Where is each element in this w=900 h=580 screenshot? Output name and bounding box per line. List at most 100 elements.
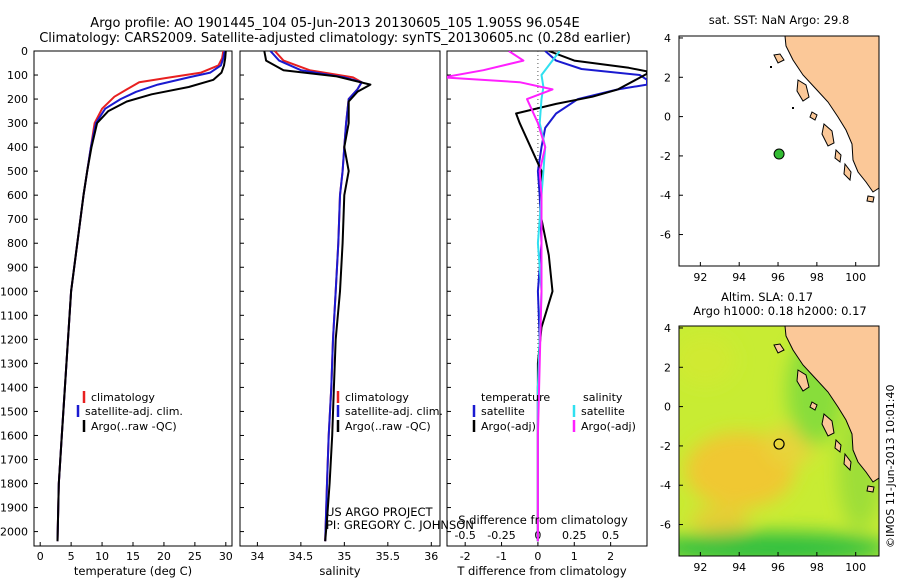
map-lat-label: -4 [660,479,671,492]
x-tick-label: 2 [607,550,614,563]
imos-watermark: ©IMOS 11-Jun-2013 10:01:40 [884,384,897,548]
x-tick-label: 10 [95,550,109,563]
siberut-island [821,413,835,437]
sla-patch-mid [679,335,735,385]
sipora-island [834,438,842,453]
simeulue-island [773,53,785,64]
difference-panel: -2 -1 0 1 2-0.5 -0.25 0 0.25 0.5 [447,51,647,563]
series-line [447,51,554,542]
map-lat-label: 2 [664,361,671,374]
x-tick-label: 25 [188,550,202,563]
legend-label-argo: Argo(..raw -QC) [91,420,177,433]
islet [770,66,772,68]
legend-label-climatology: climatology [345,391,409,404]
argo-float-marker-outline [773,438,785,450]
difference-panel-frame [446,50,648,547]
salinity-panel-frame [239,50,441,547]
batu-island [809,111,818,121]
x-tick-label: 30 [219,550,233,563]
depth-tick-label: 400 [7,141,28,154]
nias-island [796,79,810,102]
depth-tick-label: 600 [7,189,28,202]
map-lat-label: 0 [664,401,671,414]
islet [792,107,794,109]
series-line [56,51,225,542]
siberut-island [821,123,835,147]
map-lon-label: 92 [693,271,707,284]
series-line [56,51,227,542]
legend-label-satellite: satellite-adj. clim. [345,405,443,418]
temperature-axis-label: temperature (deg C) [74,564,192,578]
depth-tick-label: 1300 [0,357,28,370]
x-tick-label: 5 [68,550,75,563]
map-lat-label: -2 [660,150,671,163]
x-tick-label: -1 [496,550,507,563]
x-tick-label: 0 [37,550,44,563]
depth-tick-label: 200 [7,93,28,106]
x-tick-label: 34 [250,550,264,563]
x-tick-label: 20 [157,550,171,563]
legend-label-s-satellite: satellite [581,405,625,418]
sla-map-frame [678,325,880,557]
depth-tick-label: 1700 [0,453,28,466]
x-tick-label: 0 [534,550,541,563]
salinity-panel: 34 34.5 35 35.5 36 [250,51,438,563]
x-tick-label: 36 [424,550,438,563]
series-line [56,51,226,542]
sla-patch-high [690,508,750,532]
depth-tick-label: 1200 [0,333,28,346]
map-lon-label: 94 [732,271,746,284]
map-lon-label: 100 [845,271,866,284]
legend-label-t-satellite: satellite [481,405,525,418]
sla-patch-low [679,532,879,556]
sla-map: 92 94 96 98 100 4 2 0 -2 -4 -6 [660,322,880,574]
argo-float-marker [773,148,785,160]
salinity-axis-label: salinity [319,564,360,578]
map-lon-label: 96 [771,561,785,574]
legend-label-climatology: climatology [91,391,155,404]
series-line [536,51,647,542]
project-pi: PI: GREGORY C. JOHNSON [326,518,474,532]
depth-tick-label: 1000 [0,285,28,298]
depth-axis: 0 100 200 300 400 500 600 700 800 900 1000 1100 1200… [0,45,451,539]
map-lat-label: -6 [660,519,671,532]
map-lon-label: 92 [693,561,707,574]
map-lon-label: 100 [845,561,866,574]
x-tick-label: -2 [460,550,471,563]
legend-title-salinity: salinity [583,391,623,404]
depth-tick-label: 2000 [0,526,28,539]
sst-map-title: sat. SST: NaN Argo: 29.8 [709,13,850,27]
sumatra-landmass [784,36,879,193]
map-lat-label: 0 [664,111,671,124]
temperature-panel: 0 5 10 15 20 25 30 [37,51,233,563]
sst-map-frame [678,35,880,267]
depth-tick-label: 1600 [0,429,28,442]
depth-tick-label: 100 [7,69,28,82]
s-tick-label: 0.25 [562,529,587,542]
map-lat-label: -4 [660,189,671,202]
pagai-island [843,452,852,472]
depth-tick-label: 700 [7,213,28,226]
sst-map-axes: 92 94 96 98 100 4 2 0 -2 -4 -6 [660,32,866,284]
header-line-1: Argo profile: AO 1901445_104 05-Jun-2013… [90,16,579,31]
legend-label-s-argo: Argo(-adj) [581,420,636,433]
x-tick-label: 1 [571,550,578,563]
depth-tick-label: 1900 [0,502,28,515]
depth-tick-label: 300 [7,117,28,130]
depth-tick-label: 500 [7,165,28,178]
temperature-legend: climatology satellite-adj. clim. Argo(..… [76,391,183,433]
sst-map: 92 94 96 98 100 4 2 0 -2 -4 -6 [660,32,880,284]
enggano-island [866,485,875,493]
enggano-island [866,195,875,203]
batu-island [809,401,818,411]
map-lat-label: -6 [660,229,671,242]
map-lat-label: 4 [664,322,671,335]
map-lat-label: 2 [664,71,671,84]
header-line-2: Climatology: CARS2009. Satellite-adjuste… [39,31,631,46]
s-difference-axis-label: S difference from climatology [458,513,628,527]
map-lon-label: 96 [771,271,785,284]
salinity-legend: climatology satellite-adj. clim. Argo(..… [336,391,443,433]
pagai-island [843,162,852,182]
s-tick-label: -0.25 [487,529,515,542]
